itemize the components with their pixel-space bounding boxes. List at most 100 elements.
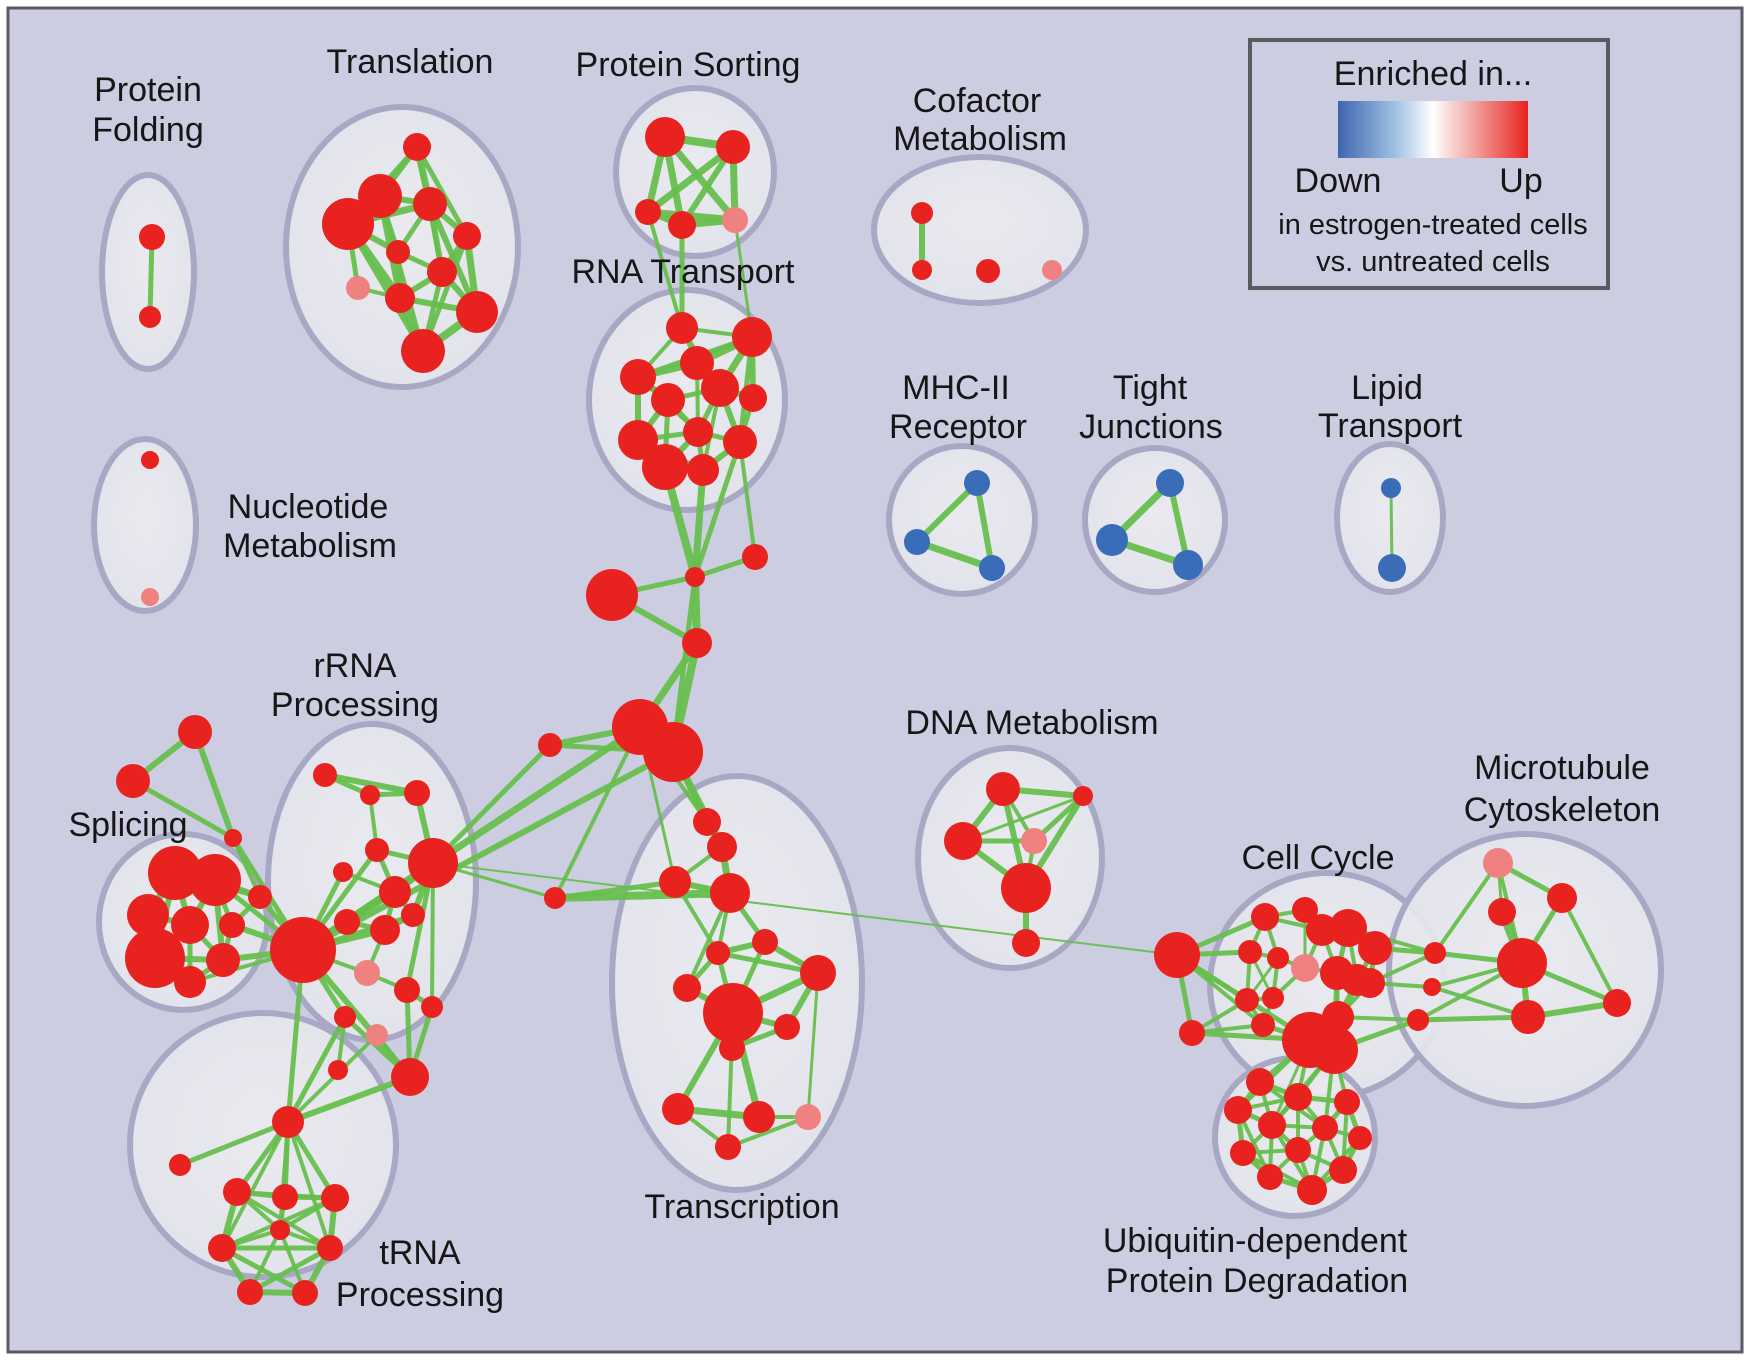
cluster-ellipse-nucleotide-metabolism <box>91 436 199 614</box>
network-node <box>219 912 245 938</box>
network-edge <box>646 210 684 330</box>
network-node <box>1179 1020 1205 1046</box>
network-node <box>1381 478 1401 498</box>
network-edge <box>1560 896 1619 1005</box>
network-node <box>707 832 737 862</box>
network-node <box>116 764 150 798</box>
legend-title: Enriched in... <box>1334 55 1532 93</box>
network-node <box>680 346 714 380</box>
network-node <box>642 444 688 490</box>
network-node <box>139 306 161 328</box>
network-node <box>403 133 431 161</box>
network-edge <box>914 480 980 545</box>
network-node <box>427 257 457 287</box>
network-node <box>386 240 410 264</box>
network-node <box>1073 786 1093 806</box>
cluster-label-cofactor-metabolism: Metabolism <box>893 120 1067 158</box>
network-node <box>1424 942 1446 964</box>
cluster-ellipse-dna-metabolism <box>915 745 1105 971</box>
network-node <box>693 808 721 836</box>
network-edge <box>130 778 236 841</box>
cluster-label-splicing: Splicing <box>68 806 187 844</box>
network-node <box>1407 1009 1429 1031</box>
network-node <box>1284 1083 1312 1111</box>
network-node <box>944 822 982 860</box>
network-node <box>127 894 169 936</box>
network-node <box>683 417 713 447</box>
network-node <box>976 259 1000 283</box>
network-node <box>270 1220 290 1240</box>
network-node <box>139 224 165 250</box>
network-node <box>723 425 757 459</box>
network-edge <box>430 742 553 866</box>
cluster-label-trna-processing: Processing <box>336 1276 504 1314</box>
network-node <box>586 569 638 621</box>
cluster-ellipse-cofactor-metabolism <box>871 154 1089 306</box>
network-node <box>618 420 658 460</box>
network-node <box>125 928 185 988</box>
network-node <box>1355 968 1385 998</box>
network-node <box>394 977 420 1003</box>
network-node <box>346 276 370 300</box>
cluster-label-mhc-ii-receptor: Receptor <box>889 408 1027 446</box>
network-node <box>1246 1068 1274 1096</box>
network-node <box>1262 987 1284 1009</box>
network-node <box>248 885 272 909</box>
network-edge <box>377 193 426 354</box>
network-node <box>1334 1089 1360 1115</box>
network-node <box>328 1060 348 1080</box>
network-node <box>1292 897 1318 923</box>
network-node <box>668 211 696 239</box>
network-node <box>413 187 447 221</box>
network-edge <box>285 1074 413 1125</box>
network-node <box>662 1093 694 1125</box>
network-node <box>687 454 719 486</box>
network-edge <box>738 440 757 559</box>
network-node <box>904 529 930 555</box>
network-node <box>354 960 380 986</box>
network-node <box>408 838 458 888</box>
network-edge <box>1433 861 1500 955</box>
cluster-label-ubiquitin-degradation: Ubiquitin-dependent <box>1103 1222 1408 1260</box>
network-node <box>1235 988 1259 1012</box>
network-node <box>385 283 415 313</box>
network-node <box>1042 260 1062 280</box>
network-edge <box>913 538 996 572</box>
network-node <box>719 1035 745 1061</box>
network-node <box>1267 947 1289 969</box>
network-node <box>171 906 209 944</box>
network-edge <box>192 729 236 841</box>
network-node <box>370 915 400 945</box>
network-node <box>1423 978 1441 996</box>
network-node <box>401 329 445 373</box>
network-edge <box>286 1033 379 1124</box>
network-node <box>313 763 337 787</box>
network-node <box>1312 1115 1338 1141</box>
network-edge <box>286 1120 332 1250</box>
network-node <box>224 829 242 847</box>
legend-box: Enriched in... Down Up in estrogen-treat… <box>1248 38 1610 290</box>
network-node <box>666 312 698 344</box>
cluster-ellipse-tight-junctions <box>1082 445 1228 595</box>
network-node <box>208 1234 236 1262</box>
network-node <box>322 198 374 250</box>
network-node <box>141 451 159 469</box>
network-node <box>456 291 498 333</box>
network-node <box>292 1280 318 1306</box>
network-node <box>1257 1164 1283 1190</box>
network-node <box>544 887 566 909</box>
network-node <box>912 260 932 280</box>
network-edge <box>432 862 1178 956</box>
network-node <box>742 544 768 570</box>
network-node <box>223 1178 251 1206</box>
network-edge <box>414 144 470 239</box>
cluster-label-trna-processing: tRNA <box>379 1234 461 1272</box>
network-node <box>1173 550 1203 580</box>
network-node <box>538 733 562 757</box>
network-node <box>1358 931 1392 965</box>
network-node <box>1329 1156 1357 1184</box>
network-node <box>1096 524 1128 556</box>
cluster-label-transcription: Transcription <box>644 1188 839 1226</box>
network-node <box>795 1104 821 1130</box>
cluster-label-cofactor-metabolism: Cofactor <box>913 82 1042 120</box>
